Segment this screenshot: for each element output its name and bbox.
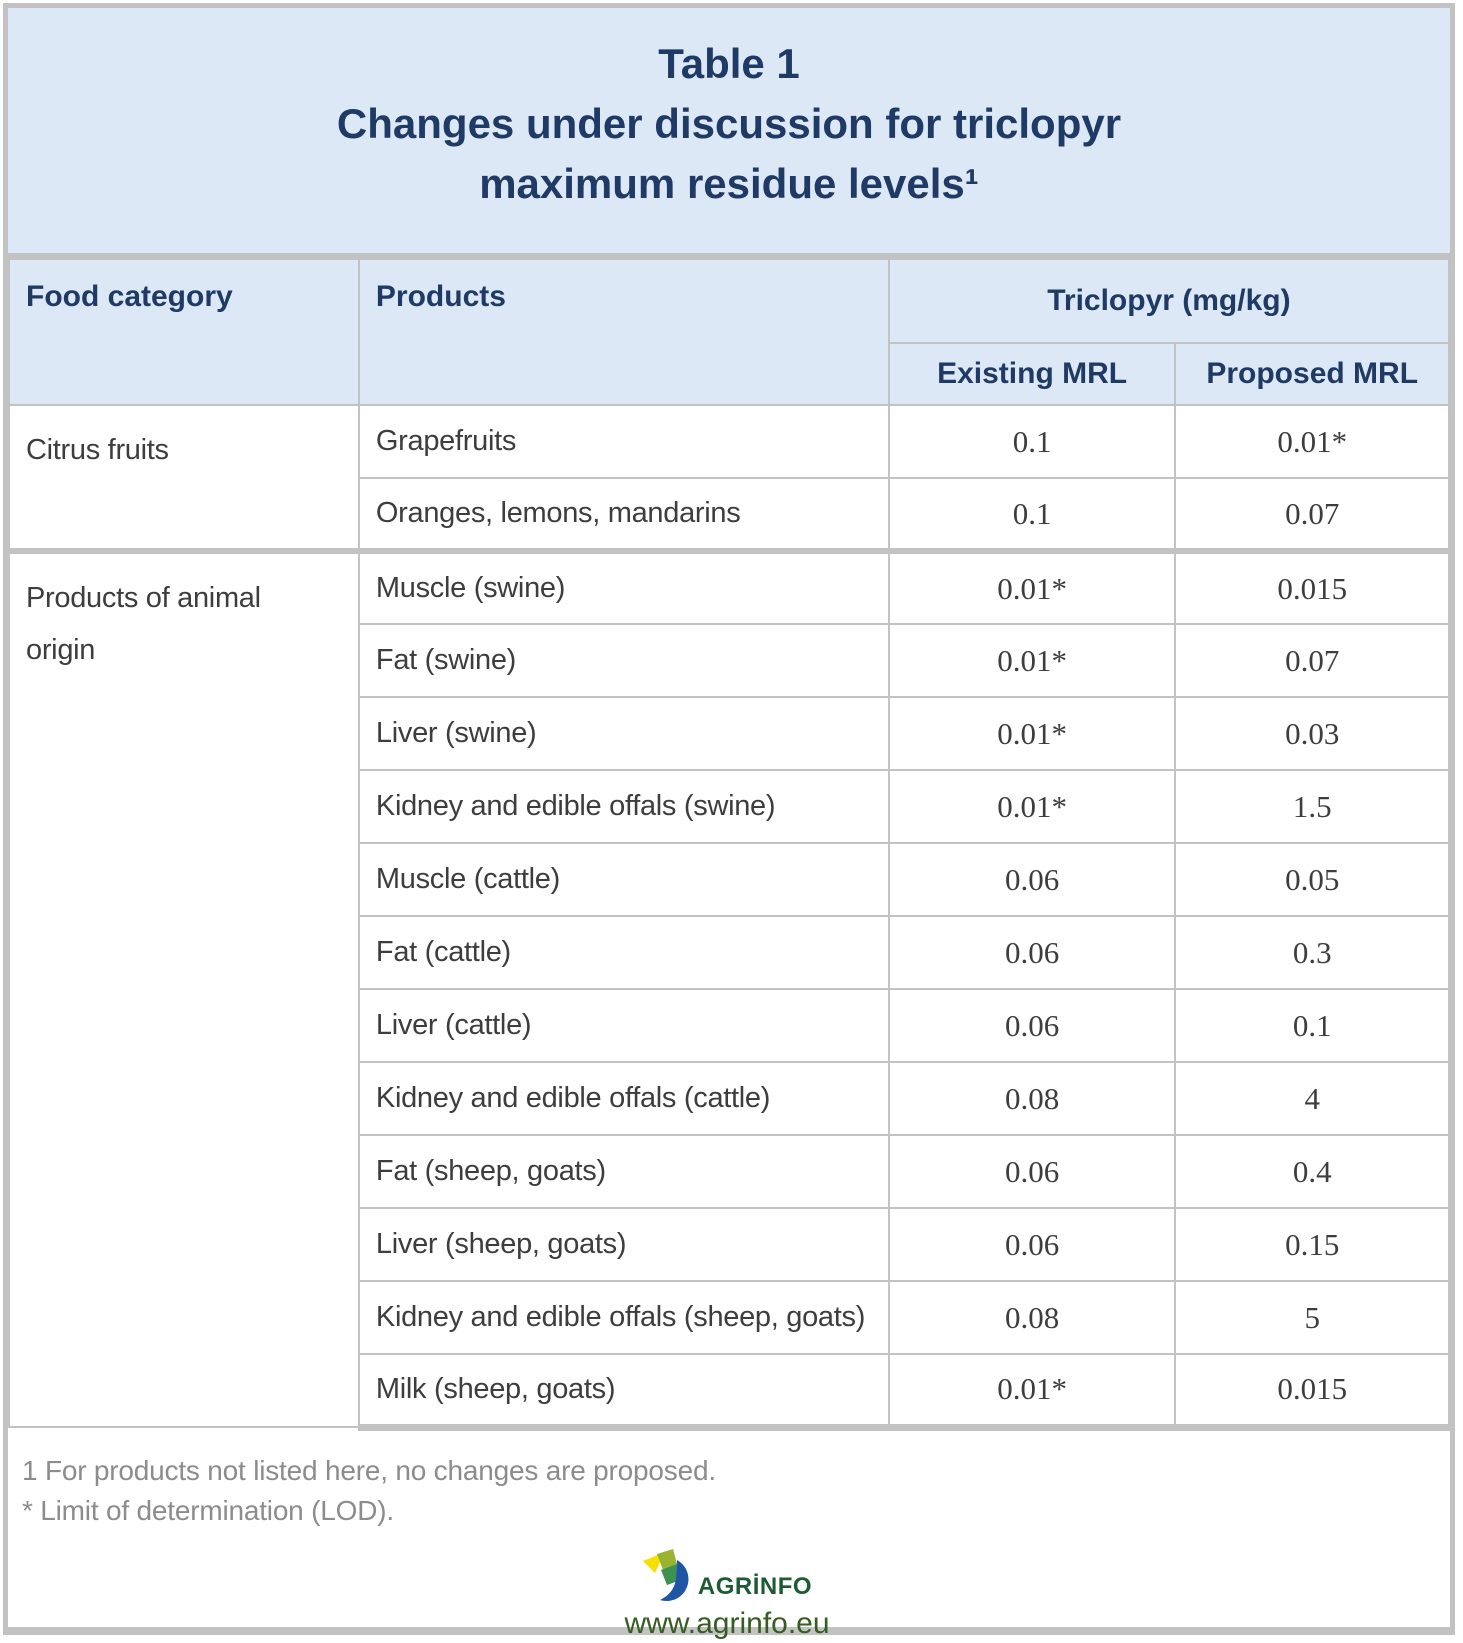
table-caption: Table 1 Changes under discussion for tri…: [8, 8, 1450, 258]
table-row: Kidney and edible offals (cattle) 0.08 4: [9, 1061, 1450, 1136]
header-food-category: Food category: [8, 258, 360, 406]
existing-mrl-cell: 0.1: [887, 404, 1177, 479]
proposed-mrl-cell: 0.3: [1174, 915, 1450, 990]
proposed-mrl-cell: 0.015: [1174, 548, 1450, 625]
footnote-lod: * Limit of determination (LOD).: [22, 1494, 394, 1526]
table-row: Fat (swine) 0.01* 0.07: [9, 623, 1450, 698]
existing-mrl-cell: 0.01*: [887, 548, 1177, 625]
existing-mrl-cell: 0.06: [887, 988, 1177, 1063]
header-proposed-mrl: Proposed MRL: [1174, 342, 1450, 406]
table-row: Muscle (cattle) 0.06 0.05: [9, 842, 1450, 917]
table-row: Milk (sheep, goats) 0.01* 0.015: [9, 1353, 1450, 1431]
product-cell: Fat (cattle): [357, 915, 890, 990]
footnote-1: 1 For products not listed here, no chang…: [22, 1454, 716, 1486]
table-footer: 1 For products not listed here, no chang…: [8, 1431, 1450, 1641]
table-frame: Table 1 Changes under discussion for tri…: [3, 3, 1455, 1640]
existing-mrl-cell: 0.1: [887, 477, 1177, 552]
table-row: Products of animal origin Muscle (swine)…: [8, 548, 1450, 1428]
product-cell: Kidney and edible offals (cattle): [357, 1061, 890, 1136]
logo-wordmark: AGRİNFO: [697, 1572, 813, 1600]
existing-mrl-cell: 0.06: [887, 1207, 1177, 1282]
product-cell: Grapefruits: [357, 404, 890, 479]
footnotes: 1 For products not listed here, no chang…: [22, 1451, 1432, 1531]
proposed-mrl-cell: 0.07: [1174, 477, 1450, 552]
product-cell: Fat (sheep, goats): [357, 1134, 890, 1209]
table-row: Liver (cattle) 0.06 0.1: [9, 988, 1450, 1063]
existing-mrl-cell: 0.01*: [887, 769, 1177, 844]
proposed-mrl-cell: 0.03: [1174, 696, 1450, 771]
proposed-mrl-cell: 0.05: [1174, 842, 1450, 917]
table-row: Kidney and edible offals (swine) 0.01* 1…: [9, 769, 1450, 844]
product-cell: Oranges, lemons, mandarins: [357, 477, 890, 552]
proposed-mrl-cell: 0.4: [1174, 1134, 1450, 1209]
product-cell: Milk (sheep, goats): [357, 1353, 890, 1431]
product-cell: Kidney and edible offals (sheep, goats): [357, 1280, 890, 1355]
table-row: Liver (sheep, goats) 0.06 0.15: [9, 1207, 1450, 1282]
proposed-mrl-cell: 0.01*: [1174, 404, 1450, 479]
header-row-sub: Existing MRL Proposed MRL: [9, 342, 1450, 406]
table-row: Kidney and edible offals (sheep, goats) …: [9, 1280, 1450, 1355]
table-row: Fat (sheep, goats) 0.06 0.4: [9, 1134, 1450, 1209]
agrinfo-logo: AGRİNFO: [22, 1537, 1432, 1603]
header-triclopyr-group: Triclopyr (mg/kg): [887, 258, 1451, 344]
proposed-mrl-cell: 0.15: [1174, 1207, 1450, 1282]
proposed-mrl-cell: 1.5: [1174, 769, 1450, 844]
header-products: Products: [357, 258, 890, 406]
product-cell: Liver (sheep, goats): [357, 1207, 890, 1282]
product-cell: Muscle (swine): [357, 548, 890, 625]
existing-mrl-cell: 0.08: [887, 1061, 1177, 1136]
proposed-mrl-cell: 0.015: [1174, 1353, 1450, 1431]
header-row-top: Food category Products Triclopyr (mg/kg): [8, 258, 1451, 406]
existing-mrl-cell: 0.06: [887, 1134, 1177, 1209]
proposed-mrl-cell: 4: [1174, 1061, 1450, 1136]
table-row: Oranges, lemons, mandarins 0.1 0.07: [9, 477, 1450, 552]
proposed-mrl-cell: 5: [1174, 1280, 1450, 1355]
product-cell: Fat (swine): [357, 623, 890, 698]
product-cell: Kidney and edible offals (swine): [357, 769, 890, 844]
website-url[interactable]: www.agrinfo.eu: [624, 1606, 830, 1640]
existing-mrl-cell: 0.08: [887, 1280, 1177, 1355]
existing-mrl-cell: 0.01*: [887, 1353, 1177, 1431]
category-cell-citrus-fruits: Citrus fruits: [8, 404, 360, 552]
category-cell-animal-origin: Products of animal origin: [8, 548, 360, 1428]
caption-line-3: maximum residue levels¹: [479, 160, 979, 207]
caption-line-1: Table 1: [658, 40, 800, 87]
proposed-mrl-cell: 0.07: [1174, 623, 1450, 698]
table-row: Citrus fruits Grapefruits 0.1 0.01*: [8, 404, 1450, 552]
product-cell: Liver (cattle): [357, 988, 890, 1063]
caption-line-2: Changes under discussion for triclopyr: [336, 100, 1122, 147]
header-existing-mrl: Existing MRL: [887, 342, 1177, 406]
product-cell: Muscle (cattle): [357, 842, 890, 917]
existing-mrl-cell: 0.06: [887, 915, 1177, 990]
product-cell: Liver (swine): [357, 696, 890, 771]
existing-mrl-cell: 0.01*: [887, 696, 1177, 771]
mrl-table: Food category Products Triclopyr (mg/kg)…: [8, 258, 1451, 1431]
agrinfo-logo-icon: [642, 1548, 689, 1601]
proposed-mrl-cell: 0.1: [1174, 988, 1450, 1063]
table-row: Liver (swine) 0.01* 0.03: [9, 696, 1450, 771]
table-row: Fat (cattle) 0.06 0.3: [9, 915, 1450, 990]
existing-mrl-cell: 0.06: [887, 842, 1177, 917]
existing-mrl-cell: 0.01*: [887, 623, 1177, 698]
